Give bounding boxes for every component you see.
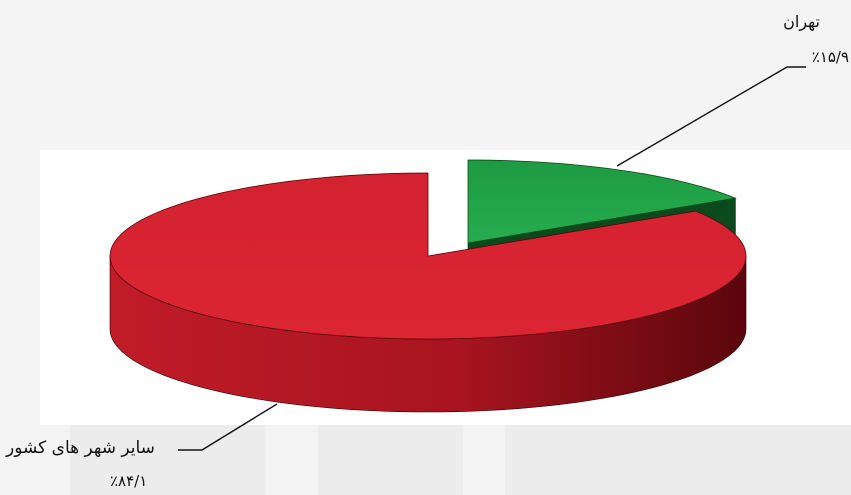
pie-slice-top-other-cities [109,172,747,340]
slice-value-other-cities: ٪۸۴/۱ [110,472,148,490]
slice-value-tehran: ٪۱۵/۹ [811,48,849,66]
pie-slice-top-tehran [467,159,737,244]
slice-label-other-cities: سایر شهر های کشور [6,438,155,458]
background-band [70,425,265,495]
leader-line-tehran [616,66,806,167]
slice-label-tehran: تهران [783,12,820,31]
background-band [505,425,851,495]
background-band [318,425,463,495]
leader-line-other-cities [178,403,278,451]
